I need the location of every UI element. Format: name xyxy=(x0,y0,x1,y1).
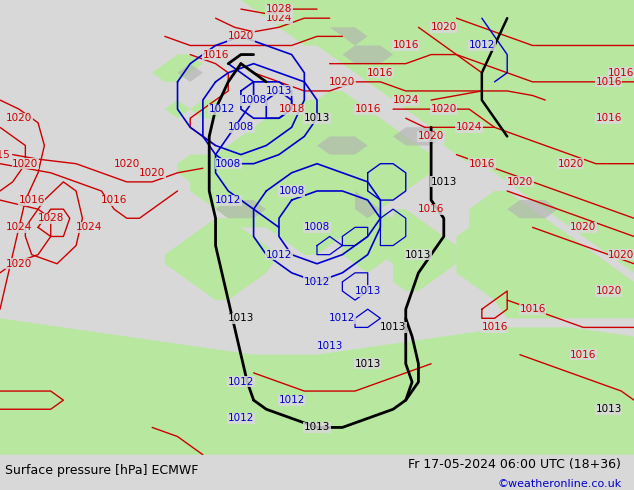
Text: Surface pressure [hPa] ECMWF: Surface pressure [hPa] ECMWF xyxy=(5,464,198,477)
Polygon shape xyxy=(216,200,266,218)
Text: 1020: 1020 xyxy=(430,104,457,114)
Text: 1013: 1013 xyxy=(228,313,254,323)
Text: 1016: 1016 xyxy=(595,77,622,87)
Text: 1016: 1016 xyxy=(608,68,634,78)
Text: 1008: 1008 xyxy=(240,95,267,105)
Text: 1013: 1013 xyxy=(354,359,381,369)
Text: 1028: 1028 xyxy=(266,4,292,14)
Polygon shape xyxy=(444,73,545,164)
Text: 1020: 1020 xyxy=(507,177,533,187)
Text: 1020: 1020 xyxy=(228,31,254,41)
Text: 1020: 1020 xyxy=(12,159,39,169)
Text: 1016: 1016 xyxy=(101,195,127,205)
Text: 1013: 1013 xyxy=(266,86,292,96)
Text: 1013: 1013 xyxy=(316,341,343,350)
Text: 1012: 1012 xyxy=(215,195,242,205)
Polygon shape xyxy=(456,191,634,318)
Text: 1013: 1013 xyxy=(595,404,622,414)
Polygon shape xyxy=(355,191,380,218)
Text: 1013: 1013 xyxy=(304,422,330,433)
Text: 1012: 1012 xyxy=(266,249,292,260)
Text: 1012: 1012 xyxy=(228,377,254,387)
Text: 1012: 1012 xyxy=(228,414,254,423)
Polygon shape xyxy=(342,46,393,64)
Text: 1016: 1016 xyxy=(570,350,597,360)
Text: 1020: 1020 xyxy=(430,22,457,32)
Text: 1016: 1016 xyxy=(392,41,419,50)
Text: 1016: 1016 xyxy=(202,49,229,60)
Polygon shape xyxy=(190,100,228,118)
Text: 1008: 1008 xyxy=(228,122,254,132)
Text: 1012: 1012 xyxy=(304,277,330,287)
Text: 1020: 1020 xyxy=(113,159,140,169)
Text: 1024: 1024 xyxy=(266,13,292,23)
Text: 1024: 1024 xyxy=(456,122,482,132)
Polygon shape xyxy=(0,318,634,455)
Text: 1013: 1013 xyxy=(405,249,432,260)
Text: 1020: 1020 xyxy=(570,222,597,232)
Polygon shape xyxy=(317,136,368,155)
Text: 1024: 1024 xyxy=(392,95,419,105)
Polygon shape xyxy=(241,0,634,273)
Text: 1016: 1016 xyxy=(18,195,45,205)
Text: 1018: 1018 xyxy=(278,104,305,114)
Text: 1020: 1020 xyxy=(329,77,356,87)
Polygon shape xyxy=(317,0,634,73)
Polygon shape xyxy=(342,191,406,273)
Text: 1012: 1012 xyxy=(329,313,356,323)
Text: 1016: 1016 xyxy=(469,159,495,169)
Text: 1008: 1008 xyxy=(304,222,330,232)
Text: 1016: 1016 xyxy=(418,204,444,214)
Text: 1013: 1013 xyxy=(354,286,381,296)
Text: 1016: 1016 xyxy=(354,104,381,114)
Polygon shape xyxy=(380,209,456,291)
Text: 1020: 1020 xyxy=(6,259,32,269)
Text: 1016: 1016 xyxy=(595,113,622,123)
Text: 1020: 1020 xyxy=(608,249,634,260)
Text: 1008: 1008 xyxy=(215,159,242,169)
Polygon shape xyxy=(165,218,279,300)
Text: 1012: 1012 xyxy=(469,41,495,50)
Text: 1008: 1008 xyxy=(278,186,305,196)
Text: 1024: 1024 xyxy=(6,222,32,232)
Text: 1020: 1020 xyxy=(6,113,32,123)
Text: 1020: 1020 xyxy=(418,131,444,142)
Text: 1013: 1013 xyxy=(430,177,457,187)
Text: 1016: 1016 xyxy=(481,322,508,332)
Text: 1016: 1016 xyxy=(367,68,394,78)
Text: 1012: 1012 xyxy=(209,104,235,114)
Text: 1013: 1013 xyxy=(304,113,330,123)
Polygon shape xyxy=(393,127,444,146)
Polygon shape xyxy=(165,100,190,118)
Text: 1020: 1020 xyxy=(557,159,584,169)
Text: Fr 17-05-2024 06:00 UTC (18+36): Fr 17-05-2024 06:00 UTC (18+36) xyxy=(408,458,621,471)
Text: 1028: 1028 xyxy=(37,213,64,223)
Text: ©weatheronline.co.uk: ©weatheronline.co.uk xyxy=(497,479,621,489)
Text: 1012: 1012 xyxy=(278,395,305,405)
Polygon shape xyxy=(152,54,203,82)
Text: 015: 015 xyxy=(0,149,10,160)
Polygon shape xyxy=(178,91,431,255)
Polygon shape xyxy=(330,27,368,46)
Polygon shape xyxy=(507,200,558,218)
Polygon shape xyxy=(178,64,203,82)
Text: 1020: 1020 xyxy=(595,286,622,296)
Text: 1020: 1020 xyxy=(139,168,165,178)
Text: 1024: 1024 xyxy=(75,222,102,232)
Text: 1013: 1013 xyxy=(380,322,406,332)
Text: 1016: 1016 xyxy=(519,304,546,314)
